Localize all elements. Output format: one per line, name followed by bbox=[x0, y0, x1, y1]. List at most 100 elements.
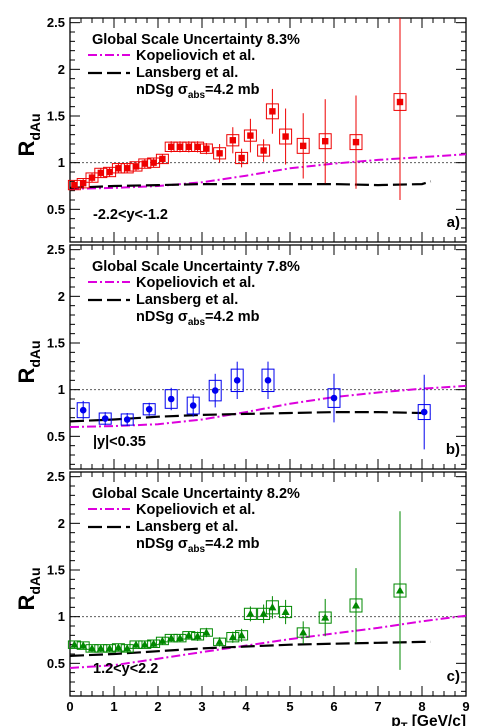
square-marker bbox=[260, 147, 267, 154]
circle-marker bbox=[211, 387, 219, 394]
data-point bbox=[94, 644, 108, 653]
rapidity-label: |y|<0.35 bbox=[93, 434, 146, 450]
triangle-marker bbox=[88, 644, 96, 652]
data-point bbox=[393, 511, 407, 670]
triangle-marker bbox=[96, 644, 105, 652]
triangle-marker bbox=[105, 644, 114, 652]
data-point bbox=[85, 644, 99, 653]
triangle-marker bbox=[299, 628, 308, 636]
data-point bbox=[199, 143, 213, 155]
sys-error-box bbox=[265, 103, 279, 120]
sys-error-box bbox=[257, 144, 271, 157]
global-scale-uncertainty: Global Scale Uncertainty 7.8% bbox=[92, 259, 300, 275]
square-marker bbox=[115, 165, 122, 172]
y-tick-label: 2.5 bbox=[47, 242, 65, 257]
triangle-marker bbox=[132, 640, 140, 648]
x-tick-label: 3 bbox=[198, 699, 205, 714]
square-marker bbox=[176, 143, 184, 150]
data-point bbox=[98, 412, 112, 426]
nds-legend-label: nDSg σabs=4.2 mb bbox=[136, 82, 260, 101]
data-point bbox=[230, 361, 244, 399]
y-tick-label: 0.5 bbox=[47, 202, 65, 217]
data-point bbox=[213, 144, 227, 163]
panel-label: c) bbox=[447, 668, 460, 685]
x-tick-label: 2 bbox=[154, 699, 161, 714]
data-point bbox=[147, 157, 161, 168]
y-axis-label: RdAu bbox=[14, 340, 43, 383]
legend: Global Scale Uncertainty 7.8%Kopeliovich… bbox=[88, 259, 300, 328]
circle-marker bbox=[233, 377, 241, 384]
square-marker bbox=[106, 168, 113, 176]
circle-marker bbox=[123, 416, 131, 423]
data-point bbox=[155, 636, 169, 646]
square-marker bbox=[132, 163, 140, 170]
circle-marker bbox=[420, 408, 428, 416]
triangle-marker bbox=[79, 641, 88, 649]
kopeliovich-legend-label: Kopeliovich et al. bbox=[136, 275, 255, 291]
data-point bbox=[191, 141, 205, 153]
data-point bbox=[120, 413, 134, 427]
data-point bbox=[296, 113, 310, 179]
legend: Global Scale Uncertainty 8.2%Kopeliovich… bbox=[88, 486, 300, 555]
sys-error-box bbox=[393, 93, 407, 111]
sys-error-box bbox=[261, 368, 275, 393]
x-axis-label-main: p bbox=[391, 713, 400, 726]
square-marker bbox=[238, 154, 245, 162]
triangle-marker bbox=[123, 644, 132, 652]
nds-prefix: nDSg σ bbox=[136, 309, 188, 325]
lansberg-curve bbox=[69, 411, 431, 423]
square-marker bbox=[71, 181, 78, 189]
panel-b: 0.5 1 1.5 2 2.5 RdAu Global Scale Uncertainty … bbox=[14, 242, 467, 470]
square-marker bbox=[168, 143, 175, 150]
triangle-marker bbox=[193, 632, 202, 640]
sys-error-box bbox=[199, 143, 213, 154]
y-tick-label: 1 bbox=[58, 155, 65, 170]
triangle-marker bbox=[259, 609, 268, 617]
y-axis-label-sub: dAu bbox=[27, 567, 43, 594]
triangle-marker bbox=[268, 603, 277, 611]
data-point bbox=[182, 141, 196, 153]
circle-marker bbox=[101, 415, 109, 422]
circle-marker bbox=[189, 402, 197, 409]
sys-error-box bbox=[243, 607, 257, 620]
square-marker bbox=[185, 143, 192, 150]
x-tick-label: 1 bbox=[110, 699, 117, 714]
data-point bbox=[155, 153, 169, 165]
kopeliovich-legend-label: Kopeliovich et al. bbox=[136, 48, 255, 64]
data-point bbox=[208, 373, 222, 408]
sys-error-box bbox=[349, 598, 363, 613]
data-point bbox=[67, 640, 81, 649]
sys-error-box bbox=[164, 389, 178, 409]
lansberg-legend-label: Lansberg et al. bbox=[136, 65, 238, 81]
data-point bbox=[235, 148, 249, 168]
triangle-marker bbox=[281, 607, 290, 615]
triangle-marker bbox=[321, 613, 330, 621]
kopeliovich-legend-label: Kopeliovich et al. bbox=[136, 502, 255, 518]
sys-error-box bbox=[349, 134, 363, 151]
circle-marker bbox=[167, 395, 175, 403]
y-tick-label: 1 bbox=[58, 609, 65, 624]
data-point bbox=[103, 166, 117, 178]
y-axis-label-main: R bbox=[14, 368, 39, 384]
data-point bbox=[349, 568, 363, 643]
panel-label: b) bbox=[446, 441, 460, 458]
sys-error-box bbox=[279, 128, 293, 145]
nds-legend-label: nDSg σabs=4.2 mb bbox=[136, 309, 260, 328]
y-axis-label: RdAu bbox=[14, 567, 43, 610]
sys-error-box bbox=[76, 402, 90, 419]
data-point bbox=[417, 374, 431, 450]
sys-error-box bbox=[147, 157, 161, 168]
triangle-marker bbox=[140, 640, 149, 648]
triangle-marker bbox=[396, 586, 404, 594]
triangle-marker bbox=[167, 633, 176, 642]
y-tick-label: 2 bbox=[58, 62, 65, 77]
square-marker bbox=[150, 159, 157, 166]
nds-prefix: nDSg σ bbox=[136, 536, 188, 552]
triangle-marker bbox=[246, 609, 255, 617]
sys-error-box bbox=[230, 368, 244, 393]
data-point bbox=[76, 178, 90, 189]
y-axis-label-main: R bbox=[14, 141, 39, 157]
square-marker bbox=[352, 138, 360, 146]
legend: Global Scale Uncertainty 8.3%Kopeliovich… bbox=[88, 32, 300, 101]
